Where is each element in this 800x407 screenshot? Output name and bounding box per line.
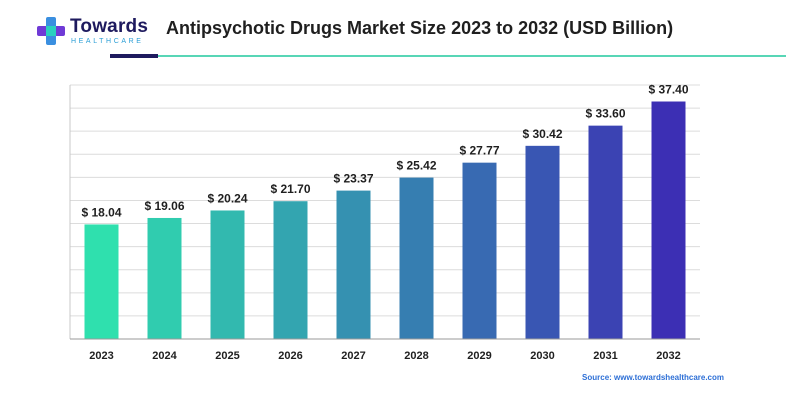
bar <box>147 217 182 339</box>
bar <box>462 162 497 339</box>
bar-value-label: $ 25.42 <box>396 159 436 173</box>
bar-value-label: $ 19.06 <box>144 199 184 213</box>
logo: Towards HEALTHCARE <box>36 14 156 48</box>
bar <box>273 201 308 339</box>
bar <box>210 210 245 339</box>
x-tick-label: 2031 <box>593 350 617 362</box>
bar-value-label: $ 20.24 <box>207 191 247 205</box>
bar-value-label: $ 27.77 <box>459 144 499 158</box>
x-tick-label: 2029 <box>467 350 491 362</box>
source-note: Source: www.towardshealthcare.com <box>582 373 724 382</box>
bar <box>336 190 371 339</box>
x-tick-label: 2028 <box>404 350 428 362</box>
title-accent-bar <box>110 54 158 58</box>
logo-cross-icon <box>37 17 65 45</box>
bar <box>588 125 623 339</box>
logo-subtitle: HEALTHCARE <box>71 38 144 45</box>
bar-value-label: $ 33.60 <box>585 107 625 121</box>
bar-value-label: $ 21.70 <box>270 182 310 196</box>
x-tick-label: 2026 <box>278 350 302 362</box>
x-tick-label: 2025 <box>215 350 239 362</box>
bar-value-label: $ 37.40 <box>648 83 688 97</box>
bar <box>399 177 434 339</box>
x-tick-label: 2032 <box>656 350 680 362</box>
title-underline <box>158 55 786 57</box>
x-tick-label: 2024 <box>152 350 177 362</box>
bar-value-label: $ 23.37 <box>333 172 373 186</box>
logo-name: Towards <box>70 16 149 37</box>
x-tick-label: 2027 <box>341 350 365 362</box>
bar <box>651 101 686 339</box>
bar-value-label: $ 18.04 <box>81 205 121 219</box>
x-tick-label: 2030 <box>530 350 554 362</box>
bar <box>525 145 560 339</box>
x-tick-label: 2023 <box>89 350 113 362</box>
bar <box>84 224 119 339</box>
bar-value-label: $ 30.42 <box>522 127 562 141</box>
chart-title: Antipsychotic Drugs Market Size 2023 to … <box>166 18 674 38</box>
